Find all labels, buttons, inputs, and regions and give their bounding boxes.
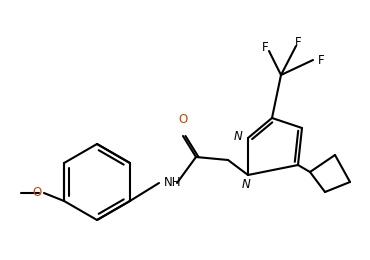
Text: NH: NH (164, 177, 182, 190)
Text: N: N (233, 129, 242, 142)
Text: F: F (295, 36, 301, 49)
Text: F: F (262, 41, 268, 54)
Text: F: F (318, 54, 324, 67)
Text: N: N (242, 179, 250, 192)
Text: O: O (178, 113, 188, 126)
Text: O: O (33, 186, 42, 199)
